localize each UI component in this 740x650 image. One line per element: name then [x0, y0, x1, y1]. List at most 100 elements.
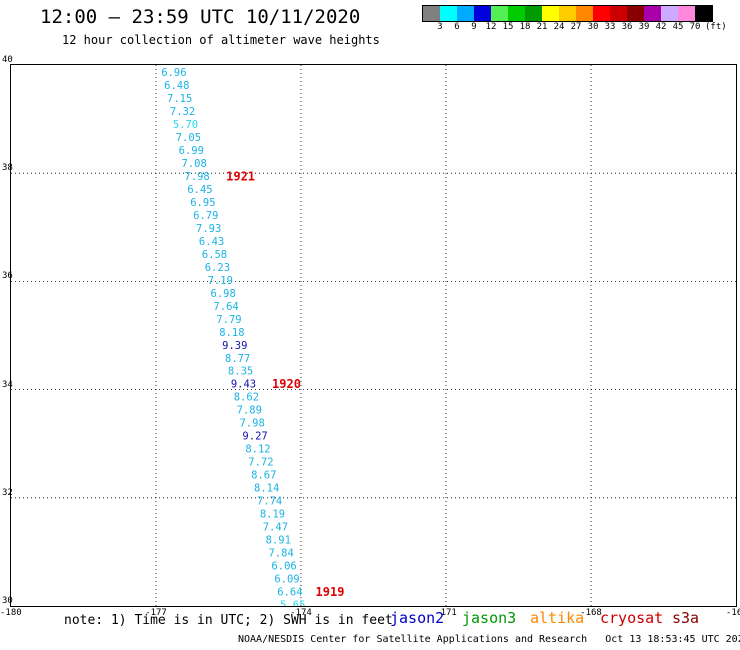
time-mark-label: 1921: [226, 169, 255, 183]
x-tick-label: -171: [435, 608, 457, 618]
x-tick-label: -177: [145, 608, 167, 618]
legend-label: 18: [519, 22, 531, 32]
wave-height-value: 6.64: [277, 586, 302, 598]
legend-swatch: [627, 6, 644, 21]
satellite-label-jason3: jason3: [462, 609, 517, 627]
wave-height-value: 8.77: [225, 353, 250, 365]
wave-height-value: 6.79: [193, 210, 218, 222]
y-tick-label: 30: [2, 596, 13, 606]
wave-height-value: 6.99: [179, 145, 204, 157]
wave-height-value: 5.65: [280, 599, 305, 606]
wave-height-value: 8.14: [254, 483, 279, 495]
y-tick-label: 40: [2, 55, 13, 65]
footer-note: note: 1) Time is in UTC; 2) SWH is in fe…: [64, 613, 393, 628]
legend-label: 33: [604, 22, 616, 32]
legend-label: 39: [638, 22, 650, 32]
wave-height-value: 7.79: [216, 314, 241, 326]
x-tick-label: -168: [580, 608, 602, 618]
wave-height-value: 7.08: [182, 158, 207, 170]
wave-height-value: 7.64: [213, 301, 238, 313]
y-tick-label: 36: [2, 271, 13, 282]
legend-label: 3: [437, 22, 443, 32]
satellite-label-altika: altika: [530, 609, 585, 627]
color-scale-legend: [422, 5, 713, 22]
wave-height-value: 6.45: [187, 184, 212, 196]
x-tick-label: -165: [726, 608, 740, 618]
wave-height-value: 6.95: [190, 197, 215, 209]
wave-height-value: 8.19: [260, 509, 285, 521]
x-tick-label: -180: [0, 608, 22, 618]
legend-label: 36: [621, 22, 633, 32]
legend-swatch: [474, 6, 491, 21]
wave-height-value: 8.12: [245, 444, 270, 456]
wave-height-value: 7.84: [269, 548, 294, 560]
wave-height-value: 7.15: [167, 93, 192, 105]
wave-height-value: 7.98: [184, 171, 209, 183]
legend-swatch: [695, 6, 712, 21]
wave-height-value: 8.18: [219, 327, 244, 339]
wave-height-value: 8.62: [234, 392, 259, 404]
wave-height-value: 7.47: [263, 522, 288, 534]
wave-height-map: 6.966.487.157.325.707.056.997.087.986.45…: [11, 65, 736, 638]
wave-height-value: 7.93: [196, 223, 221, 235]
legend-label: 30: [587, 22, 599, 32]
legend-swatch: [576, 6, 593, 21]
wave-height-value: 6.58: [202, 249, 227, 261]
legend-swatch: [457, 6, 474, 21]
legend-label: 6: [454, 22, 460, 32]
wave-height-value: 6.98: [211, 288, 236, 300]
satellite-label-jason2: jason2: [390, 609, 445, 627]
wave-height-value: 6.23: [205, 262, 230, 274]
legend-swatch: [508, 6, 525, 21]
legend-label: 70: [689, 22, 701, 32]
wave-height-value: 6.09: [274, 573, 299, 585]
legend-label: 15: [502, 22, 514, 32]
time-mark-label: 1920: [272, 377, 301, 391]
wave-height-value: 7.89: [237, 405, 262, 417]
wave-height-value: 7.74: [257, 496, 282, 508]
y-tick-label: 38: [2, 163, 13, 174]
legend-swatch: [423, 6, 440, 21]
map-frame: 6.96 6.48 7.15 7.32 5.70 7.05 6.99 7.08 7.98 6.45…: [10, 64, 737, 638]
wave-height-value: 6.96: [161, 67, 186, 79]
legend-swatch: [440, 6, 457, 21]
legend-unit: (ft): [705, 22, 727, 32]
page-subtitle: 12 hour collection of altimeter wave hei…: [62, 33, 380, 47]
legend-swatch: [593, 6, 610, 21]
legend-swatch: [542, 6, 559, 21]
wave-height-value: 7.05: [176, 132, 201, 144]
legend-swatch: [491, 6, 508, 21]
wave-height-value: 8.35: [228, 366, 253, 378]
legend-label: 21: [536, 22, 548, 32]
time-mark-label: 1919: [316, 585, 345, 599]
legend-label: 9: [471, 22, 477, 32]
wave-height-value: 6.48: [164, 80, 189, 92]
legend-swatch: [678, 6, 695, 21]
wave-height-value: 5.70: [173, 119, 198, 131]
wave-height-value: 7.32: [170, 106, 195, 118]
satellite-label-cryosat: cryosat: [600, 609, 664, 627]
wave-height-value: 7.98: [240, 418, 265, 430]
legend-label: 42: [655, 22, 667, 32]
credit-line: NOAA/NESDIS Center for Satellite Applica…: [238, 634, 740, 645]
wave-height-value: 9.43: [231, 379, 256, 391]
legend-swatch: [559, 6, 576, 21]
wave-height-value: 6.43: [199, 236, 224, 248]
legend-swatch: [644, 6, 661, 21]
y-tick-label: 34: [2, 379, 13, 390]
wave-height-value: 7.19: [208, 275, 233, 287]
legend-swatch: [525, 6, 542, 21]
legend-swatch: [610, 6, 627, 21]
wave-height-value: 9.39: [222, 340, 247, 352]
satellite-label-s3a: s3a: [672, 609, 700, 627]
wave-height-value: 7.72: [248, 457, 273, 469]
legend-label: 45: [672, 22, 684, 32]
legend-label: 27: [570, 22, 582, 32]
wave-height-value: 9.27: [242, 431, 267, 443]
wave-height-value: 6.06: [271, 561, 296, 573]
wave-height-value: 8.91: [266, 535, 291, 547]
wave-height-value: 8.67: [251, 470, 276, 482]
legend-label: 12: [485, 22, 497, 32]
legend-swatch: [661, 6, 678, 21]
